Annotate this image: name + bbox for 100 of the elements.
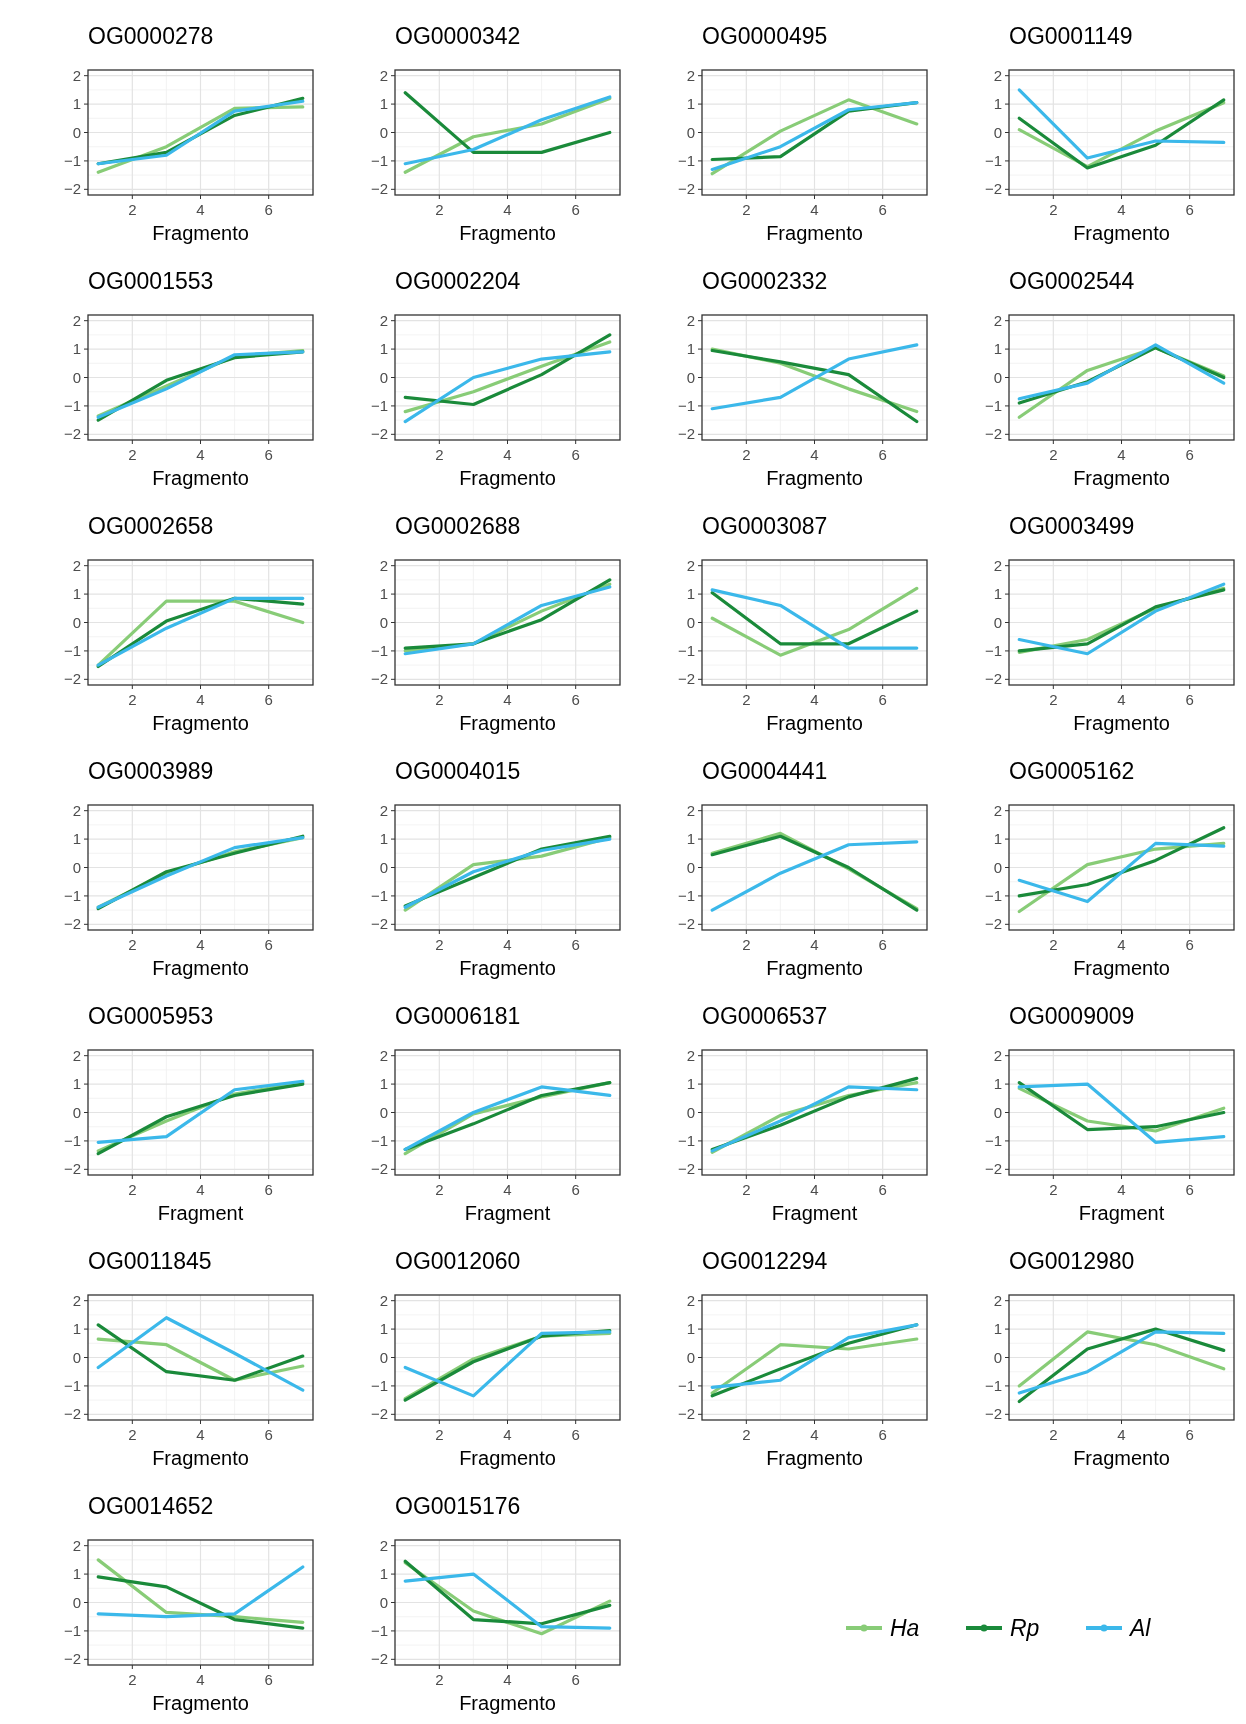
x-tick-label: 2 <box>742 1181 751 1198</box>
y-tick-label: 1 <box>379 585 388 603</box>
x-tick-label: 4 <box>1117 446 1126 463</box>
x-tick-label: 6 <box>264 1181 273 1198</box>
y-tick-label: 0 <box>993 123 1002 141</box>
x-tick-label: 6 <box>878 201 887 218</box>
x-tick-label: 2 <box>435 1181 444 1198</box>
x-tick-label: 6 <box>1185 201 1194 218</box>
x-tick-label: 4 <box>503 1671 512 1688</box>
x-axis-title: Fragmento <box>459 222 556 244</box>
y-tick-label: −1 <box>370 1376 388 1394</box>
x-axis-title: Fragmento <box>766 957 863 979</box>
y-tick-label: 0 <box>686 1348 695 1366</box>
x-tick-label: 2 <box>1049 1426 1058 1443</box>
y-tick-label: 1 <box>72 95 81 113</box>
y-tick-label: 2 <box>379 801 388 819</box>
x-axis-title: Fragment <box>464 1202 551 1224</box>
x-tick-label: 6 <box>264 691 273 708</box>
x-tick-label: 4 <box>503 691 512 708</box>
x-tick-label: 4 <box>810 1181 819 1198</box>
y-tick-label: 1 <box>72 1565 81 1583</box>
y-tick-label: −2 <box>63 425 81 443</box>
y-tick-label: 2 <box>72 801 81 819</box>
y-tick-label: 0 <box>993 858 1002 876</box>
y-tick-label: 1 <box>686 830 695 848</box>
y-tick-label: 0 <box>993 1348 1002 1366</box>
x-tick-label: 6 <box>264 1426 273 1443</box>
y-tick-label: −2 <box>677 180 695 198</box>
y-tick-label: 1 <box>72 1075 81 1093</box>
x-axis-title: Fragment <box>157 1202 244 1224</box>
y-tick-label: 2 <box>72 311 81 329</box>
x-tick-label: 6 <box>264 936 273 953</box>
y-tick-label: −1 <box>984 1376 1002 1394</box>
x-tick-label: 4 <box>810 201 819 218</box>
chart-title: OG0001553 <box>88 268 214 294</box>
y-tick-label: −1 <box>677 1376 695 1394</box>
y-tick-label: −1 <box>370 1621 388 1639</box>
x-tick-label: 4 <box>1117 1426 1126 1443</box>
chart-title: OG0003989 <box>88 758 214 784</box>
y-tick-label: −1 <box>63 151 81 169</box>
x-tick-label: 2 <box>128 691 137 708</box>
y-tick-label: −1 <box>984 151 1002 169</box>
y-tick-label: 2 <box>686 1046 695 1064</box>
y-tick-label: 1 <box>72 340 81 358</box>
x-tick-label: 4 <box>196 1671 205 1688</box>
x-tick-label: 4 <box>1117 691 1126 708</box>
x-tick-label: 6 <box>878 691 887 708</box>
chart-title: OG0002204 <box>395 268 521 294</box>
y-tick-label: 0 <box>993 613 1002 631</box>
x-tick-label: 2 <box>128 936 137 953</box>
x-tick-label: 6 <box>1185 936 1194 953</box>
x-tick-label: 2 <box>435 1426 444 1443</box>
x-axis-title: Fragmento <box>1073 222 1170 244</box>
x-tick-label: 4 <box>810 446 819 463</box>
y-tick-label: 2 <box>993 311 1002 329</box>
x-tick-label: 4 <box>196 691 205 708</box>
chart-title: OG0015176 <box>395 1493 521 1519</box>
y-tick-label: 2 <box>379 311 388 329</box>
x-tick-label: 6 <box>878 936 887 953</box>
y-tick-label: 0 <box>72 1348 81 1366</box>
y-tick-label: −2 <box>63 1650 81 1668</box>
y-tick-label: 0 <box>686 613 695 631</box>
y-tick-label: 1 <box>993 1075 1002 1093</box>
x-axis-title: Fragmento <box>459 467 556 489</box>
y-tick-label: 2 <box>379 1536 388 1554</box>
x-tick-label: 2 <box>435 936 444 953</box>
chart-title: OG0002688 <box>395 513 521 539</box>
y-tick-label: −2 <box>370 180 388 198</box>
y-tick-label: 1 <box>993 585 1002 603</box>
x-axis-title: Fragmento <box>459 712 556 734</box>
y-tick-label: 1 <box>379 95 388 113</box>
chart-title: OG0009009 <box>1009 1003 1135 1029</box>
chart-title: OG0006181 <box>395 1003 521 1029</box>
y-tick-label: −1 <box>677 1131 695 1149</box>
y-tick-label: 1 <box>993 1320 1002 1338</box>
y-tick-label: −2 <box>677 1160 695 1178</box>
y-tick-label: −2 <box>984 180 1002 198</box>
y-tick-label: 1 <box>993 830 1002 848</box>
x-tick-label: 2 <box>1049 446 1058 463</box>
y-tick-label: 2 <box>72 556 81 574</box>
y-tick-label: 1 <box>686 95 695 113</box>
x-tick-label: 4 <box>196 201 205 218</box>
x-tick-label: 4 <box>1117 1181 1126 1198</box>
y-tick-label: −2 <box>370 1650 388 1668</box>
x-tick-label: 2 <box>128 1426 137 1443</box>
x-tick-label: 6 <box>571 1181 580 1198</box>
y-tick-label: 0 <box>379 123 388 141</box>
y-tick-label: 2 <box>379 66 388 84</box>
y-tick-label: 2 <box>686 801 695 819</box>
x-tick-label: 4 <box>810 936 819 953</box>
chart-title: OG0012980 <box>1009 1248 1135 1274</box>
x-tick-label: 2 <box>435 1671 444 1688</box>
y-tick-label: 0 <box>379 1103 388 1121</box>
y-tick-label: 1 <box>379 1565 388 1583</box>
x-tick-label: 2 <box>1049 1181 1058 1198</box>
y-tick-label: 2 <box>993 801 1002 819</box>
y-tick-label: −2 <box>677 915 695 933</box>
x-axis-title: Fragmento <box>766 1447 863 1469</box>
legend-label: Ha <box>890 1615 920 1641</box>
chart-title: OG0004015 <box>395 758 521 784</box>
